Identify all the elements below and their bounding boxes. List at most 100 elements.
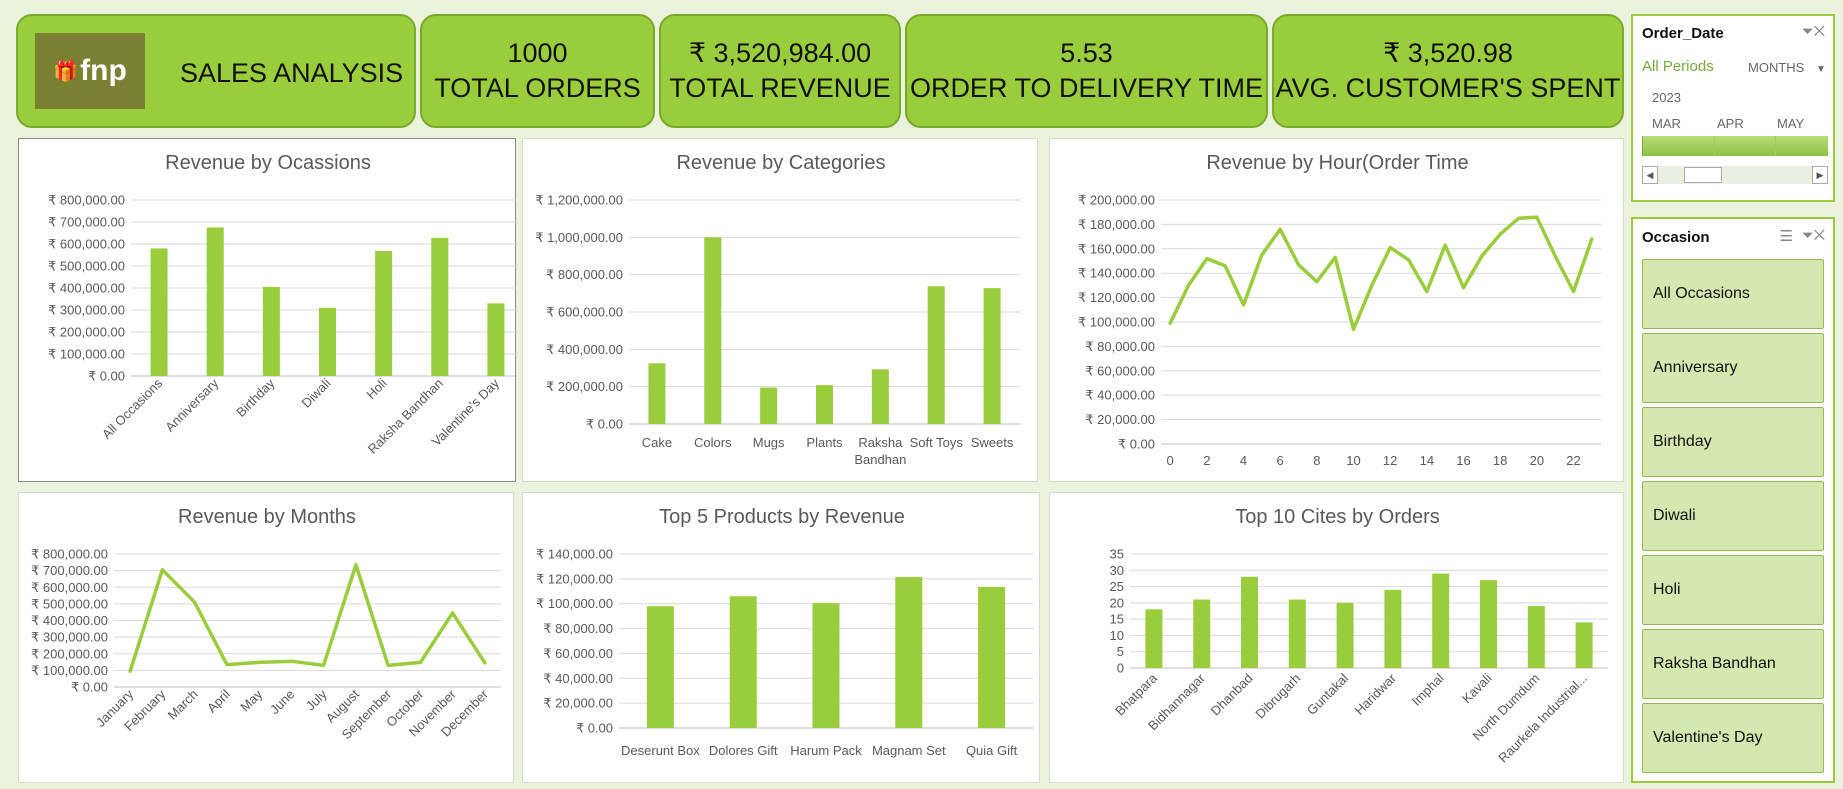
x-tick-label: Kavali <box>1459 670 1495 706</box>
bar <box>1145 609 1163 668</box>
order-date-slicer[interactable]: Order_Date ⏷✕ All Periods MONTHS ▼ 2023 … <box>1631 14 1835 202</box>
x-tick-label: Dhanbad <box>1208 671 1256 719</box>
kpi-label: AVG. CUSTOMER'S SPENT <box>1275 73 1621 103</box>
bar <box>816 385 833 424</box>
y-tick-label: 20 <box>1110 595 1124 610</box>
granularity-select[interactable]: MONTHS ▼ <box>1748 60 1826 75</box>
x-tick-label: Guntakal <box>1304 670 1351 717</box>
y-tick-label: ₹ 500,000.00 <box>48 259 125 274</box>
chart-revenue-by-months[interactable]: Revenue by Months ₹ 0.00 ₹ 100,000.00 ₹ 200… <box>18 492 514 783</box>
occasion-option[interactable]: Valentine's Day <box>1642 703 1824 773</box>
kpi-value: ₹ 3,520,984.00 <box>688 38 872 68</box>
scroll-thumb[interactable] <box>1684 167 1722 183</box>
chart-svg: Top 5 Products by Revenue ₹ 0.00 ₹ 20,000.… <box>536 506 1033 758</box>
chart-revenue-by-categories[interactable]: Revenue by Categories ₹ 0.00 ₹ 200,000.00 ₹… <box>522 138 1038 482</box>
y-tick-label: 0 <box>1117 661 1124 676</box>
month-label: APR <box>1717 116 1744 131</box>
x-tick-label: 8 <box>1313 453 1320 468</box>
series-line <box>1168 215 1594 332</box>
bar <box>1432 573 1450 668</box>
x-tick-label: 10 <box>1346 453 1360 468</box>
y-tick-label: ₹ 0.00 <box>576 721 613 736</box>
x-tick-label: 16 <box>1456 453 1470 468</box>
scroll-right-icon[interactable]: ▶ <box>1812 166 1828 184</box>
granularity-label: MONTHS <box>1748 60 1805 75</box>
chart-top-products[interactable]: Top 5 Products by Revenue ₹ 0.00 ₹ 20,000.… <box>522 492 1040 783</box>
x-tick-label: May <box>237 686 265 714</box>
bar <box>978 586 1006 728</box>
kpi-avg-customer-spent: ₹ 3,520.98 AVG. CUSTOMER'S SPENT <box>1272 14 1624 128</box>
y-tick-label: ₹ 40,000.00 <box>1085 388 1155 403</box>
bar <box>812 603 840 728</box>
occasion-option[interactable]: Raksha Bandhan <box>1642 629 1824 699</box>
kpi-value: ₹ 3,520.98 <box>1383 38 1513 68</box>
chart-revenue-by-occasions[interactable]: Revenue by Ocassions ₹ 0.00 ₹ 100,000.00 ₹ … <box>18 138 517 482</box>
occasion-option[interactable]: Holi <box>1642 555 1824 625</box>
y-tick-label: ₹ 700,000.00 <box>48 215 125 230</box>
bar <box>983 288 1001 424</box>
multi-select-icon[interactable]: ☰ <box>1779 228 1793 245</box>
chart-svg: Revenue by Months ₹ 0.00 ₹ 100,000.00 ₹ 200… <box>31 506 501 742</box>
bar <box>1527 606 1545 668</box>
bar <box>1575 622 1593 668</box>
x-tick-label: Anniversary <box>162 375 221 434</box>
x-tick-label: Sweets <box>971 435 1014 450</box>
bar <box>1241 576 1258 668</box>
x-tick-label: 2 <box>1203 453 1210 468</box>
clear-filter-icon[interactable]: ⏷✕ <box>1801 23 1825 40</box>
timeline-bar[interactable] <box>1642 136 1828 156</box>
y-tick-label: ₹ 80,000.00 <box>1085 339 1155 354</box>
y-tick-label: 30 <box>1110 563 1124 578</box>
clear-filter-icon[interactable]: ⏷✕ <box>1801 227 1825 244</box>
brand-card: 🎁 fnp SALES ANALYSIS <box>16 14 416 128</box>
bar <box>375 251 393 376</box>
x-tick-label: March <box>165 687 201 723</box>
y-tick-label: ₹ 120,000.00 <box>1078 290 1155 305</box>
occasion-option[interactable]: Birthday <box>1642 407 1824 477</box>
chart-revenue-by-hour[interactable]: Revenue by Hour(Order Time ₹ 0.00 ₹ 20,000… <box>1049 138 1624 482</box>
x-tick-label: Bandhan <box>854 452 906 467</box>
chart-title: Top 10 Cites by Orders <box>1235 506 1440 528</box>
fnp-logo: 🎁 fnp <box>35 33 145 109</box>
y-tick-label: ₹ 600,000.00 <box>546 305 623 320</box>
x-tick-label: Imphal <box>1409 670 1447 708</box>
chart-title: Revenue by Categories <box>676 152 885 174</box>
x-tick-label: 0 <box>1167 453 1174 468</box>
all-periods-label[interactable]: All Periods <box>1642 58 1714 75</box>
x-tick-label: Harum Pack <box>790 743 862 758</box>
bar <box>871 369 889 424</box>
y-tick-label: ₹ 0.00 <box>88 369 125 384</box>
occasion-option[interactable]: Diwali <box>1642 481 1824 551</box>
bar <box>646 606 674 728</box>
bar <box>150 248 168 376</box>
y-tick-label: ₹ 100,000.00 <box>31 663 108 678</box>
bar <box>1384 589 1402 668</box>
y-tick-label: ₹ 60,000.00 <box>1085 363 1155 378</box>
timeline-scrollbar[interactable]: ◀ ▶ <box>1642 166 1828 184</box>
x-tick-label: 18 <box>1493 453 1507 468</box>
x-tick-label: Dolores Gift <box>709 743 778 758</box>
bar <box>648 363 666 424</box>
occasion-option[interactable]: Anniversary <box>1642 333 1824 403</box>
x-tick-label: Dibrugarh <box>1252 671 1303 722</box>
scroll-left-icon[interactable]: ◀ <box>1642 166 1658 184</box>
x-tick-label: 22 <box>1566 453 1580 468</box>
y-tick-label: ₹ 200,000.00 <box>31 646 108 661</box>
y-tick-label: ₹ 60,000.00 <box>543 646 613 661</box>
occasion-slicer[interactable]: Occasion ☰ ⏷✕ All Occasions Anniversary … <box>1631 217 1835 783</box>
y-tick-label: ₹ 700,000.00 <box>31 563 108 578</box>
y-tick-label: 35 <box>1110 547 1124 562</box>
occasion-option[interactable]: All Occasions <box>1642 259 1824 329</box>
kpi-total-orders: 1000 TOTAL ORDERS <box>420 14 655 128</box>
x-tick-label: Raurkela Industrial... <box>1495 671 1590 766</box>
kpi-value: 1000 <box>507 38 568 68</box>
bar <box>729 596 757 728</box>
chart-title: Revenue by Ocassions <box>165 152 371 174</box>
kpi-value: 5.53 <box>1060 38 1113 68</box>
x-tick-label: Bhatpara <box>1112 670 1160 718</box>
x-tick-label: July <box>303 686 330 713</box>
chart-top-cities[interactable]: Top 10 Cites by Orders 0 5 10 15 20 25 30 35 Bhat… <box>1049 492 1624 783</box>
chart-title: Revenue by Hour(Order Time <box>1206 152 1468 174</box>
x-tick-label: June <box>267 687 298 718</box>
